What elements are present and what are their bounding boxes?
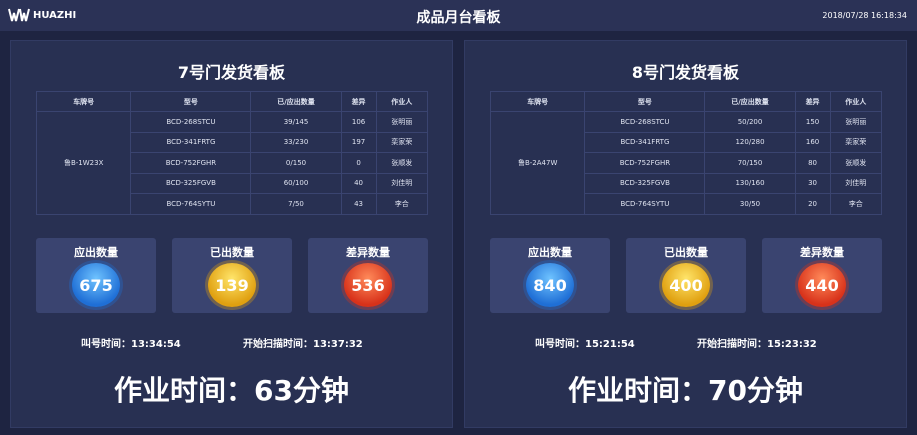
- stat-label: 已出数量: [664, 246, 708, 259]
- table-row: 鲁B-1W23X BCD-268STCU 39/145 106 张明丽: [35, 111, 429, 215]
- dock-panel: 7号门发货看板 车牌号 型号 已/应出数量 差异 作业人 鲁B-1W23X BCD-268S…: [10, 40, 453, 428]
- difference-cell: 30: [794, 172, 831, 194]
- stat-label: 差异数量: [800, 246, 844, 259]
- stat-value-circle: 440: [798, 263, 846, 307]
- operator-cell: 张明丽: [375, 111, 429, 133]
- page-title: 成品月台看板: [416, 10, 501, 26]
- model-cell: BCD-325FGVB: [130, 172, 252, 194]
- column-header: 型号: [130, 91, 252, 112]
- column-header: 差异: [794, 91, 831, 112]
- quantity-cell: 50/200: [704, 111, 796, 133]
- work-duration: 作业时间：63分钟: [114, 374, 349, 407]
- huazhi-logo-icon: [8, 8, 30, 22]
- operator-cell: 李合: [829, 193, 883, 215]
- model-cell: BCD-341FRTG: [584, 131, 706, 153]
- model-cell: BCD-341FRTG: [130, 131, 252, 153]
- table-row: BCD-752FGHR 70/150 80 张顺发: [491, 152, 883, 174]
- quantity-cell: 130/160: [704, 172, 796, 194]
- table-row: 鲁B-2A47W BCD-268STCU 50/200 150 张明丽: [489, 111, 883, 215]
- quantity-cell: 33/230: [250, 131, 342, 153]
- difference-cell: 106: [340, 111, 377, 133]
- column-header: 作业人: [375, 91, 429, 112]
- call-time: 叫号时间：13:34:54: [81, 339, 181, 350]
- operator-cell: 栾家荣: [829, 131, 883, 153]
- brand-name: HUAZHI: [33, 9, 77, 21]
- column-header: 作业人: [829, 91, 883, 112]
- column-header: 车牌号: [489, 91, 586, 112]
- column-header: 已/应出数量: [250, 91, 342, 112]
- stat-value-circle: 536: [344, 263, 392, 307]
- model-cell: BCD-752FGHR: [130, 152, 252, 174]
- difference-cell: 20: [794, 193, 831, 215]
- table-row: BCD-341FRTG 33/230 197 栾家荣: [37, 131, 429, 153]
- difference-cell: 80: [794, 152, 831, 174]
- quantity-cell: 7/50: [250, 193, 342, 215]
- work-duration: 作业时间：70分钟: [568, 374, 803, 407]
- stat-value-circle: 139: [208, 263, 256, 307]
- stat-card: 已出数量 139: [172, 238, 292, 313]
- table-row: BCD-764SYTU 30/50 20 李合: [491, 193, 883, 215]
- stat-card: 应出数量 840: [490, 238, 610, 313]
- table-row: BCD-341FRTG 120/280 160 栾家荣: [491, 131, 883, 153]
- stat-value-circle: 675: [72, 263, 120, 307]
- operator-cell: 刘佳明: [375, 172, 429, 194]
- difference-cell: 0: [340, 152, 377, 174]
- column-header: 型号: [584, 91, 706, 112]
- quantity-cell: 39/145: [250, 111, 342, 133]
- column-header: 已/应出数量: [704, 91, 796, 112]
- call-time: 叫号时间：15:21:54: [535, 339, 635, 350]
- difference-cell: 197: [340, 131, 377, 153]
- stat-card: 应出数量 675: [36, 238, 156, 313]
- stat-value-circle: 400: [662, 263, 710, 307]
- stat-label: 差异数量: [346, 246, 390, 259]
- datetime: 2018/07/28 16:18:34: [822, 11, 907, 20]
- column-header: 车牌号: [35, 91, 132, 112]
- stat-card: 差异数量 536: [308, 238, 428, 313]
- quantity-cell: 70/150: [704, 152, 796, 174]
- scan-start-time: 开始扫描时间：15:23:32: [697, 339, 817, 350]
- operator-cell: 栾家荣: [375, 131, 429, 153]
- scan-start-time: 开始扫描时间：13:37:32: [243, 339, 363, 350]
- table-row: BCD-325FGVB 60/100 40 刘佳明: [37, 172, 429, 194]
- model-cell: BCD-764SYTU: [130, 193, 252, 215]
- quantity-cell: 0/150: [250, 152, 342, 174]
- shipment-table: 车牌号 型号 已/应出数量 差异 作业人 鲁B-1W23X BCD-268STCU 39/14…: [35, 91, 429, 215]
- model-cell: BCD-268STCU: [130, 111, 252, 133]
- table-row: BCD-325FGVB 130/160 30 刘佳明: [491, 172, 883, 194]
- operator-cell: 刘佳明: [829, 172, 883, 194]
- difference-cell: 40: [340, 172, 377, 194]
- stat-label: 应出数量: [74, 246, 118, 259]
- stat-card: 已出数量 400: [626, 238, 746, 313]
- panel-title: 7号门发货看板: [177, 63, 286, 82]
- brand-logo: HUAZHI: [8, 8, 76, 22]
- difference-cell: 150: [794, 111, 831, 133]
- quantity-cell: 60/100: [250, 172, 342, 194]
- stat-card: 差异数量 440: [762, 238, 882, 313]
- panel-title: 8号门发货看板: [631, 63, 740, 82]
- difference-cell: 43: [340, 193, 377, 215]
- model-cell: BCD-764SYTU: [584, 193, 706, 215]
- operator-cell: 张顺发: [375, 152, 429, 174]
- model-cell: BCD-752FGHR: [584, 152, 706, 174]
- difference-cell: 160: [794, 131, 831, 153]
- plate-cell: 鲁B-2A47W: [489, 111, 586, 215]
- quantity-cell: 120/280: [704, 131, 796, 153]
- dock-panel: 8号门发货看板 车牌号 型号 已/应出数量 差异 作业人 鲁B-2A47W BCD-268S…: [464, 40, 907, 428]
- quantity-cell: 30/50: [704, 193, 796, 215]
- stat-label: 已出数量: [210, 246, 254, 259]
- model-cell: BCD-268STCU: [584, 111, 706, 133]
- plate-cell: 鲁B-1W23X: [35, 111, 132, 215]
- operator-cell: 李合: [375, 193, 429, 215]
- column-header: 差异: [340, 91, 377, 112]
- shipment-table: 车牌号 型号 已/应出数量 差异 作业人 鲁B-2A47W BCD-268STCU 50/20…: [489, 91, 883, 215]
- table-row: BCD-764SYTU 7/50 43 李合: [37, 193, 429, 215]
- operator-cell: 张顺发: [829, 152, 883, 174]
- stat-label: 应出数量: [528, 246, 572, 259]
- header-bar: HUAZHI 成品月台看板 2018/07/28 16:18:34: [0, 0, 917, 31]
- operator-cell: 张明丽: [829, 111, 883, 133]
- model-cell: BCD-325FGVB: [584, 172, 706, 194]
- stat-value-circle: 840: [526, 263, 574, 307]
